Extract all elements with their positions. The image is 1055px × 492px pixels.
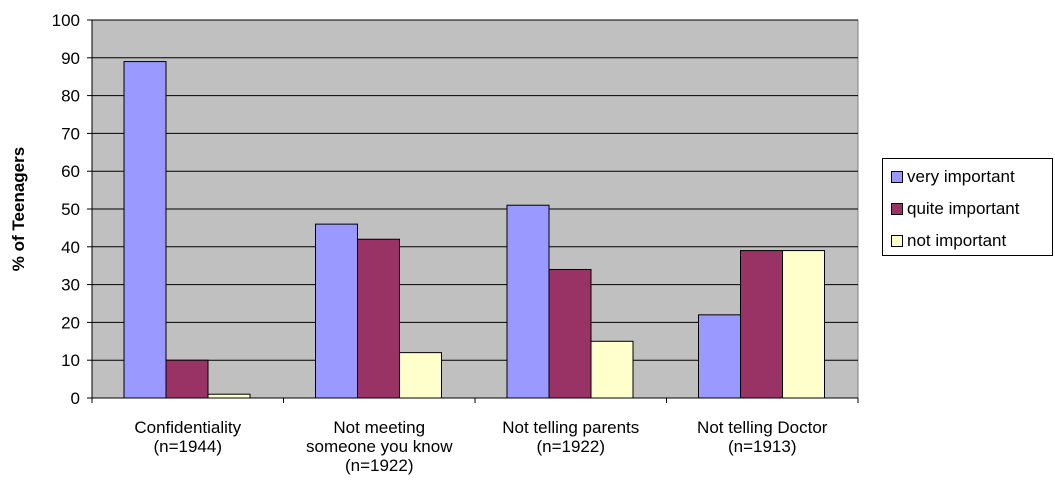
bar-very-important xyxy=(123,61,167,399)
bar-very-important xyxy=(506,204,550,399)
bar-not-important xyxy=(207,393,251,399)
x-tick-labels: Confidentiality (n=1944) Not meeting someon… xyxy=(134,418,827,475)
x-tick-label: Confidentiality (n=1944) xyxy=(134,418,241,456)
bar-very-important xyxy=(315,223,358,399)
y-tick-label: 50 xyxy=(61,200,80,219)
y-tick-labels: 0 10 20 30 40 50 60 70 80 90 100 xyxy=(52,11,80,408)
x-tick-label-line: Not telling parents xyxy=(502,418,639,437)
bar-quite-important xyxy=(357,238,400,399)
y-tick-label: 60 xyxy=(61,162,80,181)
x-tick-label-line: (n=1922) xyxy=(536,437,605,456)
legend-label: not important xyxy=(907,231,1007,250)
x-tick-label-line: Not telling Doctor xyxy=(697,418,828,437)
x-tick-label-line: (n=1944) xyxy=(153,437,222,456)
y-axis-title: % of Teenagers xyxy=(9,147,28,271)
legend-item-not-important: not important xyxy=(891,231,1006,251)
x-tick-label-line: (n=1913) xyxy=(728,437,797,456)
y-tick-label: 20 xyxy=(61,313,80,332)
legend-item-very-important: very important xyxy=(891,167,1015,187)
legend-label: very important xyxy=(907,167,1015,186)
y-tick-label: 100 xyxy=(52,11,80,30)
bar-very-important xyxy=(698,314,741,399)
x-tick-label: Not meeting someone you know (n=1922) xyxy=(306,418,453,475)
y-tick-label: 0 xyxy=(71,389,80,408)
x-tick-label-line: Not meeting xyxy=(333,418,425,437)
legend-swatch xyxy=(891,235,903,247)
y-tick-label: 80 xyxy=(61,87,80,106)
legend: very important quite important not impor… xyxy=(882,158,1053,256)
y-tick-label: 30 xyxy=(61,276,80,295)
x-tick-label-line: someone you know xyxy=(306,437,453,456)
legend-swatch xyxy=(891,171,903,183)
y-tick-label: 90 xyxy=(61,49,80,68)
x-tick-label-line: Confidentiality xyxy=(134,418,241,437)
legend-swatch xyxy=(891,203,903,215)
bar-quite-important xyxy=(548,268,592,399)
bar-not-important xyxy=(590,340,634,399)
bar-quite-important xyxy=(740,250,783,399)
bar-quite-important xyxy=(165,359,209,399)
y-tick-label: 70 xyxy=(61,124,80,143)
x-tick-label-line: (n=1922) xyxy=(345,456,414,475)
legend-item-quite-important: quite important xyxy=(891,199,1019,219)
axes xyxy=(87,19,859,403)
bar-not-important xyxy=(399,352,442,399)
legend-label: quite important xyxy=(907,199,1020,218)
y-tick-label: 10 xyxy=(61,351,80,370)
y-tick-label: 40 xyxy=(61,238,80,257)
bar-not-important xyxy=(782,250,825,399)
x-tick-label: Not telling Doctor (n=1913) xyxy=(697,418,828,456)
x-tick-label: Not telling parents (n=1922) xyxy=(502,418,639,456)
